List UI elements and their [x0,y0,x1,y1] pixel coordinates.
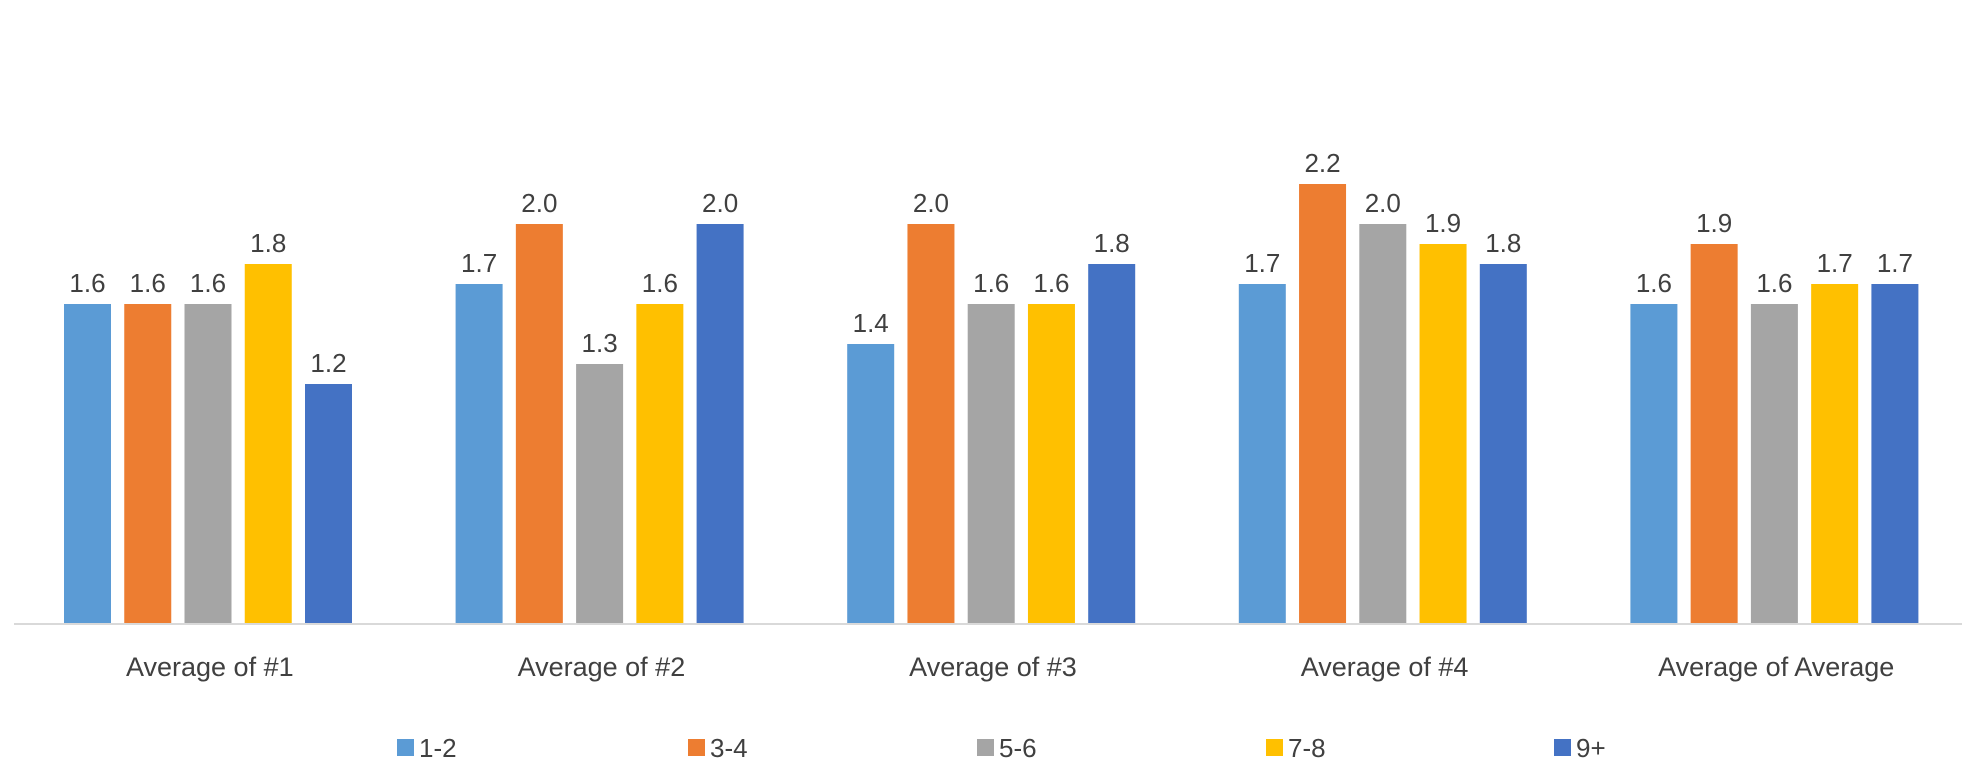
bars-layer [64,184,1919,624]
data-label: 1.2 [310,348,346,378]
legend-swatch-3-4 [688,739,705,756]
bar-5-6-5 [1750,304,1798,624]
data-label: 1.9 [1425,208,1461,238]
data-label: 1.6 [1636,268,1672,298]
legend-swatch-1-2 [397,739,414,756]
data-label: 1.6 [69,268,105,298]
bar-7-8-4 [1419,244,1467,624]
data-label: 1.7 [1877,248,1913,278]
category-label: Average of #2 [518,652,686,682]
data-label: 1.4 [853,308,889,338]
bar-5-6-3 [967,304,1015,624]
data-label: 1.6 [642,268,678,298]
data-label: 1.9 [1696,208,1732,238]
category-label: Average of Average [1658,652,1894,682]
legend-swatch-9+ [1554,739,1571,756]
bar-3-4-1 [124,304,172,624]
bar-3-4-3 [907,224,955,624]
data-label: 1.8 [1485,228,1521,258]
bar-5-6-2 [576,364,624,624]
bar-5-6-4 [1359,224,1407,624]
bar-1-2-5 [1630,304,1678,624]
bar-5-6-1 [184,304,232,624]
bar-1-2-2 [455,284,503,624]
bar-9+-2 [696,224,744,624]
bar-7-8-3 [1027,304,1075,624]
data-label: 1.7 [461,248,497,278]
data-label: 2.0 [521,188,557,218]
data-label: 1.7 [1817,248,1853,278]
bar-1-2-1 [64,304,111,624]
legend-label: 1-2 [419,733,457,761]
bar-9+-4 [1479,264,1527,624]
bar-1-2-3 [847,344,895,624]
category-labels-layer: Average of #1 Average of #2 Average of #3 A… [126,652,1894,682]
category-label: Average of #3 [909,652,1077,682]
category-label: Average of #4 [1301,652,1469,682]
legend-label: 9+ [1576,733,1606,761]
bar-7-8-5 [1811,284,1859,624]
legend: 1-2 3-4 5-6 7-8 9+ [397,733,1606,763]
data-label: 1.6 [973,268,1009,298]
data-label: 1.6 [1033,268,1069,298]
legend-label: 5-6 [999,733,1037,761]
bar-3-4-2 [515,224,563,624]
bar-9+-1 [305,384,352,624]
data-label: 2.2 [1304,148,1340,178]
legend-label: 3-4 [710,733,748,761]
bar-7-8-2 [636,304,684,624]
legend-label: 7-8 [1288,733,1326,761]
bar-7-8-1 [244,264,292,624]
data-label: 2.0 [913,188,949,218]
bar-1-2-4 [1238,284,1286,624]
legend-swatch-5-6 [977,739,994,756]
data-label: 1.3 [582,328,618,358]
category-label: Average of #1 [126,652,294,682]
data-labels-layer: 1.6 1.6 1.6 1.8 1.2 1.7 2.0 1.3 1.6 2.0 1.4 2.0 1.6 1… [69,148,1913,378]
data-label: 1.6 [190,268,226,298]
bar-9+-3 [1088,264,1136,624]
bar-9+-5 [1871,284,1919,624]
bar-3-4-5 [1690,244,1738,624]
data-label: 1.6 [130,268,166,298]
data-label: 2.0 [702,188,738,218]
legend-swatch-7-8 [1266,739,1283,756]
data-label: 1.8 [250,228,286,258]
data-label: 1.7 [1244,248,1280,278]
data-label: 1.8 [1094,228,1130,258]
bar-3-4-4 [1299,184,1347,624]
data-label: 2.0 [1365,188,1401,218]
data-label: 1.6 [1756,268,1792,298]
